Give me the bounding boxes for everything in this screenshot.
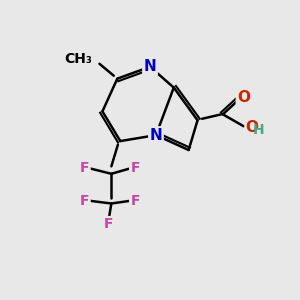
Text: H: H <box>253 123 265 137</box>
Text: N: N <box>150 128 162 142</box>
Text: O: O <box>237 91 250 106</box>
Text: F: F <box>130 194 140 208</box>
Text: F: F <box>103 217 113 231</box>
Text: CH₃: CH₃ <box>64 52 92 66</box>
Text: O: O <box>245 120 258 135</box>
Text: F: F <box>130 161 140 175</box>
Text: F: F <box>80 194 89 208</box>
Text: F: F <box>80 161 89 175</box>
Text: N: N <box>144 59 156 74</box>
